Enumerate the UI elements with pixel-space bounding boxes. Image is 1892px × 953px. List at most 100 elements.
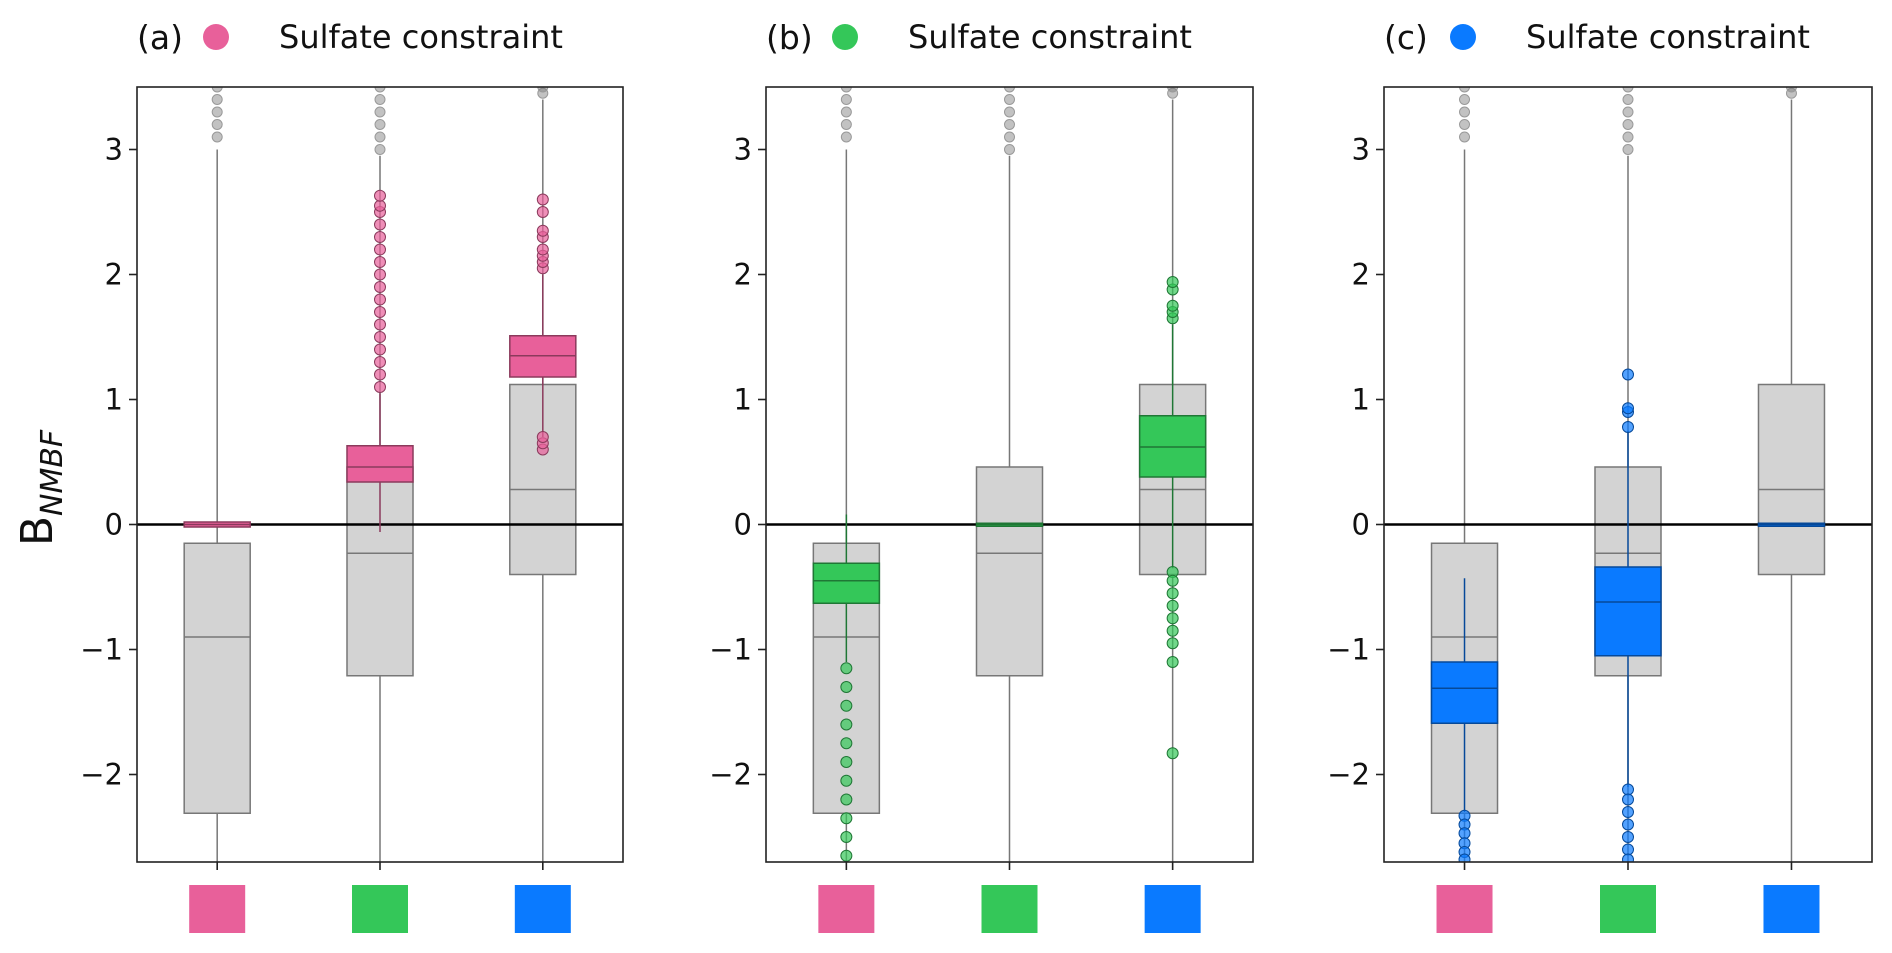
reference-flier: [211, 94, 223, 105]
reference-flier: [211, 87, 223, 93]
panel-1: −2 −1 0 1 2 3 (a) Sulfate constraint: [80, 18, 624, 933]
plot-area: [137, 87, 623, 862]
category-swatch-pink: [189, 885, 246, 933]
y-axis-title: BNMBF: [12, 429, 70, 546]
highlight-flier: [1622, 831, 1634, 843]
panels: −2 −1 0 1 2 3 (a) Sulfate constraint −2 −1 0 1 2 3 (b)…: [80, 18, 1873, 933]
highlight-flier: [1166, 637, 1179, 650]
y-tick-label: 1: [734, 383, 752, 417]
reference-box: [183, 542, 251, 814]
y-tick-label: 0: [1352, 508, 1370, 542]
legend-marker: [203, 24, 229, 50]
category-swatch-pink: [818, 885, 875, 933]
highlight-flier: [536, 206, 549, 218]
panel-3: −2 −1 0 1 2 3 (c) Sulfate constraint: [1327, 18, 1873, 933]
highlight-flier: [1622, 421, 1634, 433]
highlight-flier: [1166, 587, 1179, 600]
y-tick-label: 1: [1352, 383, 1370, 417]
highlight-flier: [536, 431, 549, 443]
highlight-flier: [840, 718, 853, 731]
highlight-box: [1594, 566, 1662, 657]
y-tick-label: −2: [709, 758, 752, 792]
reference-flier: [211, 119, 223, 130]
highlight-flier: [840, 681, 853, 693]
reference-flier: [1459, 94, 1471, 105]
highlight-flier: [1622, 368, 1634, 381]
y-axis-label-main: B: [12, 516, 63, 546]
y-tick-label: 1: [105, 383, 123, 417]
highlight-flier: [1166, 599, 1179, 612]
reference-flier: [537, 87, 549, 93]
panel-label: (c): [1384, 18, 1428, 57]
legend-text: Sulfate constraint: [279, 18, 563, 56]
reference-flier: [374, 106, 386, 118]
reference-flier: [1622, 119, 1634, 130]
reference-flier: [1459, 106, 1471, 118]
highlight-flier: [1166, 574, 1179, 587]
y-tick-label: 2: [734, 258, 752, 292]
highlight-flier: [374, 199, 386, 212]
highlight-flier: [1622, 402, 1634, 415]
highlight-flier: [840, 662, 853, 675]
highlight-flier: [1166, 276, 1179, 288]
reference-flier: [374, 94, 386, 105]
legend-marker: [1450, 24, 1476, 50]
highlight-flier: [1166, 299, 1179, 312]
reference-flier: [1622, 106, 1634, 118]
highlight-flier: [374, 306, 386, 318]
reference-flier: [1004, 131, 1015, 143]
panel-2: −2 −1 0 1 2 3 (b) Sulfate constraint: [709, 18, 1254, 933]
reference-flier: [1004, 87, 1015, 93]
reference-flier: [1622, 144, 1634, 155]
reference-flier: [1622, 94, 1634, 105]
y-tick-label: 3: [1352, 133, 1370, 167]
reference-flier: [840, 119, 852, 130]
reference-flier: [1004, 144, 1015, 155]
highlight-flier: [374, 218, 386, 231]
highlight-flier: [840, 699, 853, 712]
plot-area: [1384, 87, 1872, 862]
reference-flier: [1004, 119, 1015, 130]
highlight-flier: [374, 293, 386, 306]
highlight-flier: [374, 268, 386, 281]
highlight-flier: [374, 331, 386, 343]
reference-flier: [1785, 87, 1797, 99]
highlight-flier: [374, 231, 386, 243]
reference-flier: [374, 144, 386, 155]
reference-flier: [211, 106, 223, 118]
highlight-flier: [374, 243, 386, 256]
highlight-flier: [1622, 853, 1634, 862]
highlight-box: [1430, 661, 1499, 724]
reference-flier: [537, 87, 549, 99]
highlight-flier: [536, 193, 549, 206]
highlight-flier: [536, 224, 549, 237]
y-axis-label: BNMBF: [12, 429, 70, 546]
reference-flier: [1459, 131, 1471, 143]
reference-flier: [840, 106, 852, 118]
highlight-flier: [1622, 818, 1634, 831]
y-axis-label-subscript: NMBF: [35, 429, 70, 516]
reference-flier: [1167, 87, 1179, 93]
panel-label: (b): [766, 18, 813, 57]
highlight-flier: [1166, 747, 1179, 760]
category-swatch-blue: [514, 885, 571, 933]
highlight-flier: [1166, 612, 1179, 625]
reference-flier: [1167, 87, 1179, 99]
legend-text: Sulfate constraint: [908, 18, 1192, 56]
y-tick-label: −1: [80, 633, 123, 667]
plot-area: [766, 87, 1253, 862]
category-swatch-green: [352, 885, 408, 933]
y-tick-label: 3: [734, 133, 752, 167]
highlight-flier: [1622, 806, 1634, 818]
y-tick-label: 2: [1352, 258, 1370, 292]
highlight-flier: [1458, 827, 1471, 840]
y-tick-label: −1: [709, 633, 752, 667]
highlight-flier: [1458, 853, 1471, 862]
reference-flier: [374, 87, 386, 93]
reference-flier: [1459, 87, 1471, 93]
reference-flier: [840, 94, 852, 105]
highlight-flier: [1166, 624, 1179, 637]
highlight-flier: [374, 343, 386, 356]
reference-flier: [840, 131, 852, 143]
